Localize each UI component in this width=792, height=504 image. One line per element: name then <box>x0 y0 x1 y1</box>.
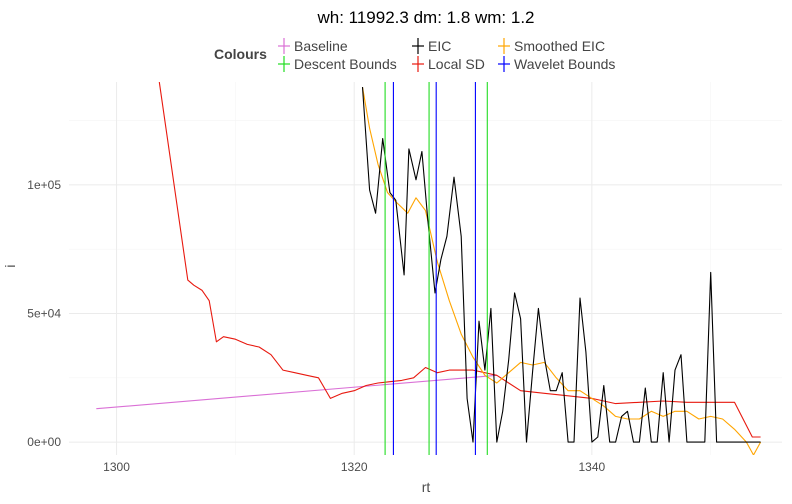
legend-item-smoothed-eic: Smoothed EIC <box>498 38 605 54</box>
series-line-eic <box>361 87 761 443</box>
y-axis-label: i <box>2 264 18 267</box>
legend-item-local-sd: Local SD <box>412 56 485 72</box>
legend-item-wavelet-bounds: Wavelet Bounds <box>498 56 615 72</box>
legend-item-descent-bounds: Descent Bounds <box>278 56 397 72</box>
plot-area <box>96 82 762 455</box>
chart-title: wh: 11992.3 dm: 1.8 wm: 1.2 <box>316 8 534 27</box>
legend-label: Smoothed EIC <box>514 38 605 54</box>
plot-series <box>96 82 762 455</box>
legend-label: EIC <box>428 38 451 54</box>
series-line-baseline <box>96 374 497 410</box>
x-tick-label: 1300 <box>103 460 130 474</box>
x-tick-label: 1340 <box>579 460 606 474</box>
x-axis-label: rt <box>422 479 431 495</box>
y-tick-label: 0e+00 <box>27 435 61 449</box>
legend-label: Descent Bounds <box>294 56 397 72</box>
legend-label: Local SD <box>428 56 485 72</box>
legend-label: Baseline <box>294 38 348 54</box>
legend: Colours Baseline Descent Bounds EIC Local S… <box>214 38 615 72</box>
series-line-smoothed-eic <box>361 87 762 455</box>
y-tick-label: 1e+05 <box>27 178 61 192</box>
legend-item-baseline: Baseline <box>278 38 348 54</box>
plot-grid <box>69 82 782 455</box>
legend-title: Colours <box>214 46 267 62</box>
axis-ticks: 0e+00 5e+04 1e+05 1300 1320 1340 <box>27 178 605 474</box>
x-tick-label: 1320 <box>341 460 368 474</box>
legend-label: Wavelet Bounds <box>514 56 615 72</box>
series-line-local-sd <box>158 82 761 438</box>
y-tick-label: 5e+04 <box>27 307 61 321</box>
legend-item-eic: EIC <box>412 38 451 54</box>
